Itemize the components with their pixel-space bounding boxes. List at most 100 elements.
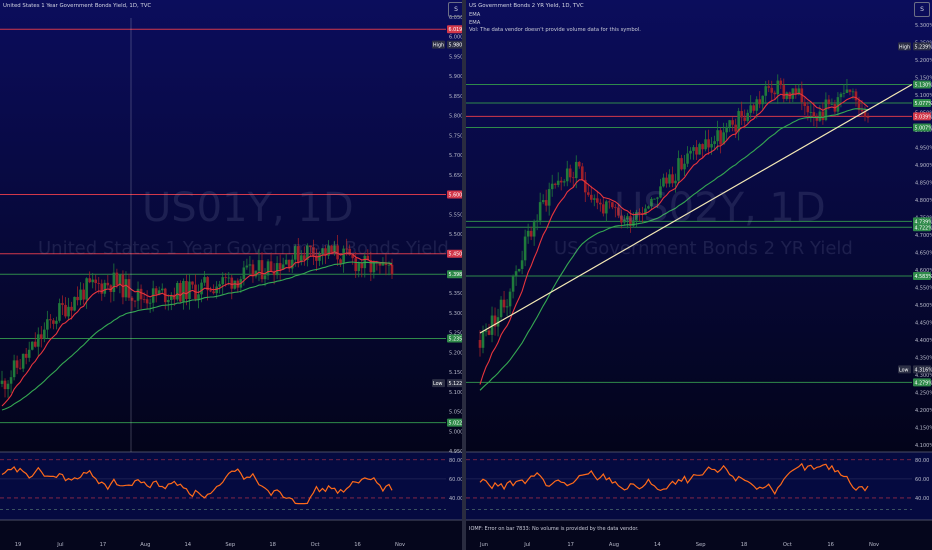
right-candle[interactable] — [511, 275, 515, 292]
left-candle[interactable] — [85, 278, 88, 300]
left-candle[interactable] — [281, 264, 285, 270]
right-candle[interactable] — [544, 200, 548, 206]
left-candle[interactable] — [266, 261, 270, 276]
right-candle[interactable] — [574, 161, 578, 179]
right-candle[interactable] — [692, 147, 695, 151]
left-candle[interactable] — [118, 274, 122, 286]
left-candle[interactable] — [212, 291, 215, 294]
right-price-label[interactable] — [913, 378, 931, 387]
right-candle[interactable] — [809, 112, 813, 113]
left-candle[interactable] — [224, 277, 228, 278]
left-candle[interactable] — [315, 255, 318, 261]
left-candle[interactable] — [327, 245, 330, 256]
right-candle[interactable] — [707, 139, 710, 148]
left-candle[interactable] — [106, 282, 110, 286]
left-ema-fast-line[interactable] — [1, 251, 393, 407]
left-candle[interactable] — [148, 302, 152, 304]
left-candle[interactable] — [206, 277, 209, 291]
right-price-label[interactable] — [913, 99, 931, 108]
right-candle[interactable] — [526, 230, 530, 237]
right-candle[interactable] — [586, 192, 590, 195]
right-candle[interactable] — [773, 92, 777, 95]
right-rsi-line[interactable] — [479, 462, 869, 496]
left-candle[interactable] — [173, 294, 176, 300]
right-candle[interactable] — [632, 220, 635, 226]
left-candle[interactable] — [257, 260, 261, 271]
right-candle[interactable] — [532, 222, 536, 237]
right-candle[interactable] — [782, 85, 786, 99]
left-candle[interactable] — [197, 294, 200, 300]
right-rsi-pane[interactable] — [466, 452, 932, 520]
left-candle[interactable] — [309, 245, 312, 248]
right-candle[interactable] — [794, 88, 798, 95]
right-candle[interactable] — [812, 112, 816, 118]
left-candle[interactable] — [6, 383, 10, 390]
right-candle[interactable] — [698, 144, 701, 155]
left-chart-panel[interactable]: 6.050% 6.000% 5.950% 5.900% 5.850% 5.800% 5.75… — [0, 0, 462, 550]
left-candle[interactable] — [318, 254, 321, 261]
left-rsi-line[interactable] — [1, 465, 393, 505]
right-candle[interactable] — [806, 106, 810, 113]
right-candle[interactable] — [689, 150, 692, 154]
left-candle[interactable] — [372, 261, 376, 273]
left-candle[interactable] — [64, 304, 67, 317]
right-candle[interactable] — [553, 183, 557, 185]
left-ema-slow-line[interactable] — [1, 261, 393, 411]
left-candle[interactable] — [12, 360, 16, 378]
right-candle[interactable] — [577, 161, 581, 167]
right-candle[interactable] — [746, 112, 749, 121]
right-candle[interactable] — [728, 120, 731, 127]
left-candle[interactable] — [336, 245, 339, 260]
left-candle[interactable] — [166, 299, 170, 303]
left-candle[interactable] — [366, 255, 370, 261]
left-candle[interactable] — [330, 245, 333, 253]
left-candle[interactable] — [170, 294, 173, 300]
left-candle[interactable] — [100, 283, 104, 294]
right-candle[interactable] — [650, 198, 653, 207]
left-candle[interactable] — [160, 288, 164, 291]
left-candle[interactable] — [300, 255, 303, 263]
right-candle[interactable] — [854, 91, 858, 101]
left-candle[interactable] — [254, 270, 258, 277]
right-trendline[interactable] — [479, 83, 913, 334]
left-candle[interactable] — [248, 264, 252, 266]
left-candle[interactable] — [115, 272, 119, 286]
right-price-label[interactable] — [913, 223, 931, 232]
left-candle[interactable] — [40, 334, 43, 339]
left-candle[interactable] — [251, 264, 255, 277]
right-candle[interactable] — [490, 315, 494, 335]
right-candle[interactable] — [743, 117, 746, 121]
right-candle[interactable] — [719, 130, 722, 145]
left-candle[interactable] — [215, 286, 218, 294]
right-chart-panel[interactable]: 5.300%5.250%5.200%5.150%5.100%5.050%5.00… — [466, 0, 932, 550]
panel-divider[interactable] — [462, 0, 466, 550]
left-price-label[interactable] — [447, 25, 462, 34]
right-candle[interactable] — [550, 183, 554, 190]
right-candle[interactable] — [839, 93, 843, 98]
right-ema-fast-line[interactable] — [479, 92, 869, 385]
left-candle[interactable] — [275, 263, 279, 276]
left-candle[interactable] — [127, 279, 131, 298]
left-candle[interactable] — [339, 259, 342, 264]
right-candle[interactable] — [602, 204, 605, 214]
right-candle[interactable] — [845, 89, 849, 93]
right-candle[interactable] — [620, 215, 623, 223]
left-price-pane[interactable] — [0, 0, 462, 452]
right-candle[interactable] — [851, 91, 855, 93]
right-candle[interactable] — [815, 117, 819, 121]
left-candle[interactable] — [303, 255, 306, 260]
right-candle[interactable] — [647, 206, 650, 209]
right-candle[interactable] — [722, 132, 725, 145]
left-candle[interactable] — [233, 280, 237, 289]
left-candle[interactable] — [154, 288, 158, 295]
right-candle[interactable] — [725, 126, 728, 133]
left-candle[interactable] — [354, 258, 358, 272]
left-candle[interactable] — [378, 262, 382, 266]
left-candle[interactable] — [272, 271, 276, 276]
right-candle[interactable] — [665, 177, 668, 184]
left-rsi-pane[interactable] — [0, 452, 462, 520]
left-candle[interactable] — [321, 248, 324, 255]
right-candle[interactable] — [818, 111, 822, 121]
left-candle[interactable] — [70, 306, 73, 311]
left-candle[interactable] — [293, 246, 297, 260]
